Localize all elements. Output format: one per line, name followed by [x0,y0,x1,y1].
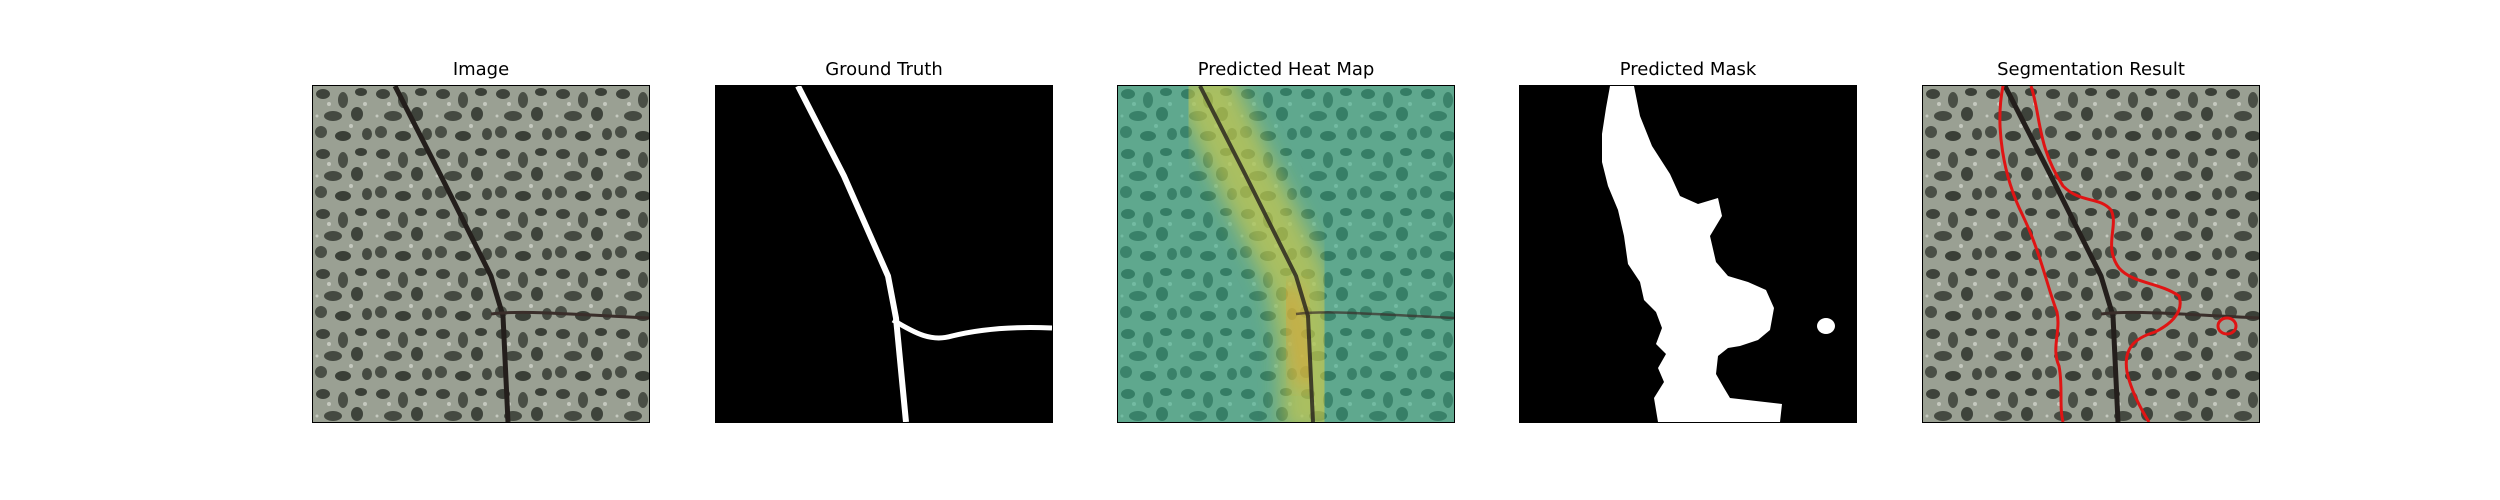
predicted-mask-frame [1519,85,1857,423]
panel-segmentation-result: Segmentation Result [1922,0,2260,440]
heat-map-frame [1117,85,1455,423]
ground-truth-frame [715,85,1053,423]
panel-title: Predicted Mask [1619,59,1757,80]
image-frame [312,85,650,423]
panel-title: Image [452,59,510,80]
heat-map-overlay [1118,86,1454,422]
texture-image [313,86,649,422]
predicted-mask [1520,86,1856,422]
panel-title: Predicted Heat Map [1197,59,1375,80]
ground-truth-mask [716,86,1052,422]
panel-ground-truth: Ground Truth [715,0,1053,440]
segmentation-overlay [1923,86,2259,422]
panel-image: Image [312,0,650,440]
panel-heat-map: Predicted Heat Map [1117,0,1455,440]
panel-title: Ground Truth [825,59,943,80]
segmentation-frame [1922,85,2260,423]
panel-title: Segmentation Result [1997,59,2185,80]
panel-predicted-mask: Predicted Mask [1519,0,1857,440]
